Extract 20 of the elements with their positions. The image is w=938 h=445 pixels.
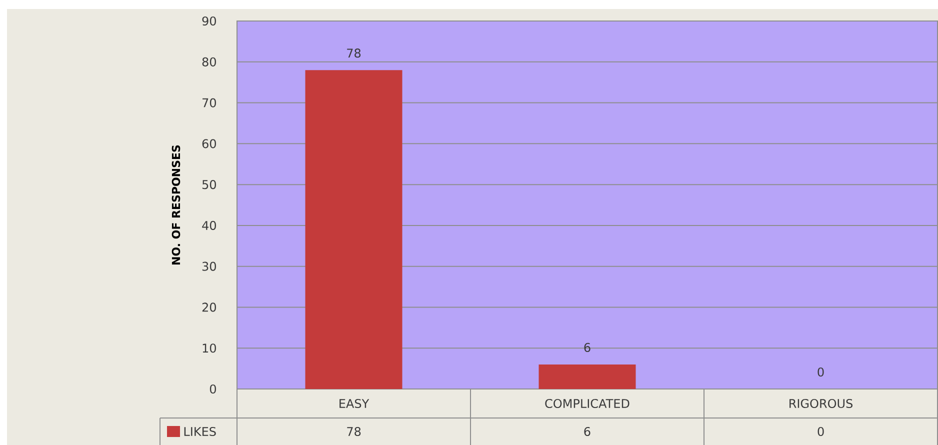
y-tick-label: 40 <box>202 220 216 230</box>
y-tick-label: 0 <box>210 384 216 394</box>
y-tick-label: 70 <box>202 98 216 108</box>
y-tick-label: 80 <box>202 57 216 66</box>
text: 0 <box>818 426 824 436</box>
y-tick-label: 20 <box>202 302 216 312</box>
legend-label: LIKES <box>184 426 216 436</box>
x-tick-label: EASY <box>340 398 370 408</box>
data-label: 0 <box>818 367 824 377</box>
data-label: 78 <box>347 48 361 58</box>
y-axis-title: NO. OF RESPONSES <box>172 145 180 264</box>
text: 6 <box>584 426 590 436</box>
y-tick-label: 10 <box>202 344 216 353</box>
y-tick-label: 50 <box>202 180 216 190</box>
x-tick-label: COMPLICATED <box>545 398 630 408</box>
text: 78 <box>347 426 361 436</box>
y-tick-label: 90 <box>202 16 216 26</box>
y-tick-label: 30 <box>202 262 216 271</box>
x-tick-label: RIGOROUS <box>790 398 852 408</box>
y-tick-label: 60 <box>202 139 216 148</box>
